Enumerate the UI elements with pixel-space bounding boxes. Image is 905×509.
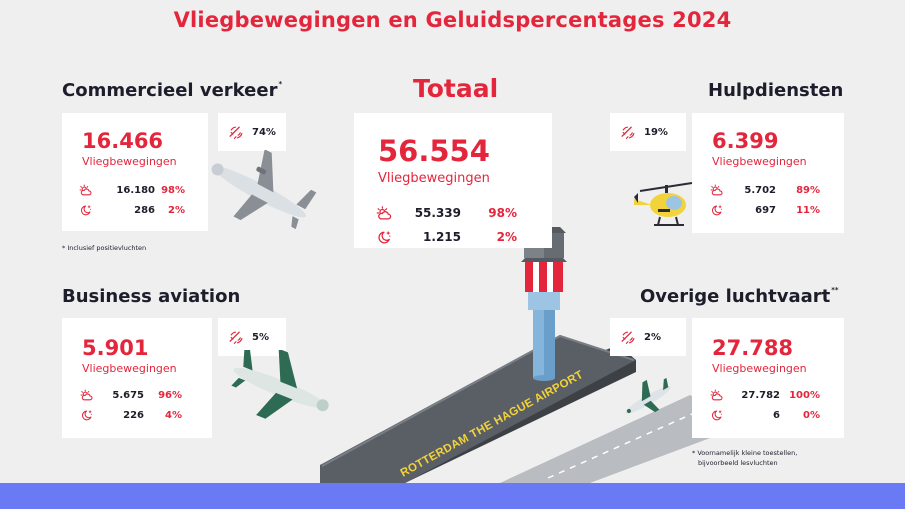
sound-waves-icon — [229, 126, 243, 139]
movements-label: Vliegbewegingen — [378, 171, 490, 186]
page-title: Vliegbewegingen en Geluidspercentages 20… — [173, 8, 732, 32]
noise-share-business: 5% — [218, 318, 286, 356]
day-row: 5.675 96% — [80, 388, 182, 402]
noise-share-value: 5% — [252, 331, 269, 343]
movements-label: Vliegbewegingen — [82, 155, 177, 168]
day-row: 16.180 98% — [79, 183, 185, 197]
night-value: 226 — [123, 409, 144, 421]
night-row: 286 2% — [79, 203, 185, 217]
movements-label: Vliegbewegingen — [712, 155, 807, 168]
night-value: 286 — [134, 204, 155, 216]
section-title-totaal: Totaal — [413, 74, 499, 103]
footnote-overige: * Voornamelijk kleine toestellen, bijvoo… — [692, 449, 798, 467]
section-title-business: Business aviation — [62, 286, 241, 307]
day-value: 16.180 — [116, 184, 155, 196]
night-value: 697 — [755, 204, 776, 216]
day-row: 5.702 89% — [710, 183, 820, 197]
night-percentage: 11% — [796, 204, 820, 216]
day-value: 5.702 — [744, 184, 776, 196]
day-percentage: 98% — [488, 206, 517, 220]
night-row: 6 0% — [710, 408, 820, 422]
day-row: 55.339 98% — [376, 205, 517, 221]
total-movements: 5.901 — [82, 336, 149, 360]
sun-cloud-icon — [710, 184, 723, 196]
small-plane-illustration — [625, 377, 671, 414]
card-hulpdiensten: 6.399 Vliegbewegingen 5.702 89% 697 11% — [692, 113, 844, 233]
day-value: 5.675 — [112, 389, 144, 401]
noise-share-overige: 2% — [610, 318, 686, 356]
card-commercieel: 16.466 Vliegbewegingen 16.180 98% 286 2% — [62, 113, 208, 231]
section-title-hulpdiensten: Hulpdiensten — [708, 80, 844, 101]
night-percentage: 2% — [168, 204, 185, 216]
sun-cloud-icon — [710, 389, 723, 401]
runway — [320, 335, 636, 483]
day-percentage: 100% — [789, 389, 820, 401]
card-overige: 27.788 Vliegbewegingen 27.782 100% 6 0% — [692, 318, 844, 438]
night-percentage: 0% — [803, 409, 820, 421]
day-percentage: 98% — [161, 184, 185, 196]
bottom-bar — [0, 483, 905, 509]
total-movements: 27.788 — [712, 336, 794, 360]
moon-stars-icon — [711, 205, 723, 216]
airliner-illustration — [211, 150, 317, 230]
sun-cloud-icon — [79, 184, 92, 196]
noise-share-value: 74% — [252, 126, 276, 138]
night-row: 697 11% — [710, 203, 820, 217]
movements-label: Vliegbewegingen — [82, 362, 177, 375]
sun-cloud-icon — [376, 206, 392, 220]
moon-stars-icon — [80, 205, 92, 216]
sun-cloud-icon — [80, 389, 93, 401]
moon-stars-icon — [378, 231, 392, 244]
card-business: 5.901 Vliegbewegingen 5.675 96% 226 4% — [62, 318, 212, 438]
noise-share-value: 19% — [644, 126, 668, 138]
day-value: 55.339 — [414, 206, 461, 220]
total-movements: 6.399 — [712, 129, 779, 153]
taxiway — [500, 395, 745, 483]
card-totaal: 56.554 Vliegbewegingen 55.339 98% 1.215 … — [354, 113, 552, 248]
sound-waves-icon — [621, 126, 635, 139]
night-row: 1.215 2% — [376, 229, 517, 245]
night-percentage: 2% — [496, 230, 517, 244]
sound-waves-icon — [621, 331, 635, 344]
day-percentage: 89% — [796, 184, 820, 196]
movements-label: Vliegbewegingen — [712, 362, 807, 375]
night-percentage: 4% — [165, 409, 182, 421]
footnote-mark: * — [278, 80, 283, 88]
total-movements: 56.554 — [378, 134, 490, 168]
section-title-commercieel: Commercieel verkeer* — [62, 80, 283, 101]
sound-waves-icon — [229, 331, 243, 344]
footnote-mark: ** — [831, 286, 839, 294]
total-movements: 16.466 — [82, 129, 164, 153]
night-row: 226 4% — [80, 408, 182, 422]
footnote-commercieel: * Inclusief positievluchten — [62, 244, 147, 252]
day-value: 27.782 — [741, 389, 780, 401]
noise-share-hulpdiensten: 19% — [610, 113, 686, 151]
business-jet-illustration — [231, 350, 329, 419]
section-title-overige: Overige luchtvaart** — [640, 286, 839, 307]
moon-stars-icon — [81, 410, 93, 421]
noise-share-value: 2% — [644, 331, 661, 343]
night-value: 6 — [773, 409, 780, 421]
helicopter-illustration — [634, 182, 693, 226]
day-percentage: 96% — [158, 389, 182, 401]
day-row: 27.782 100% — [710, 388, 820, 402]
moon-stars-icon — [711, 410, 723, 421]
night-value: 1.215 — [423, 230, 461, 244]
noise-share-commercieel: 74% — [218, 113, 286, 151]
